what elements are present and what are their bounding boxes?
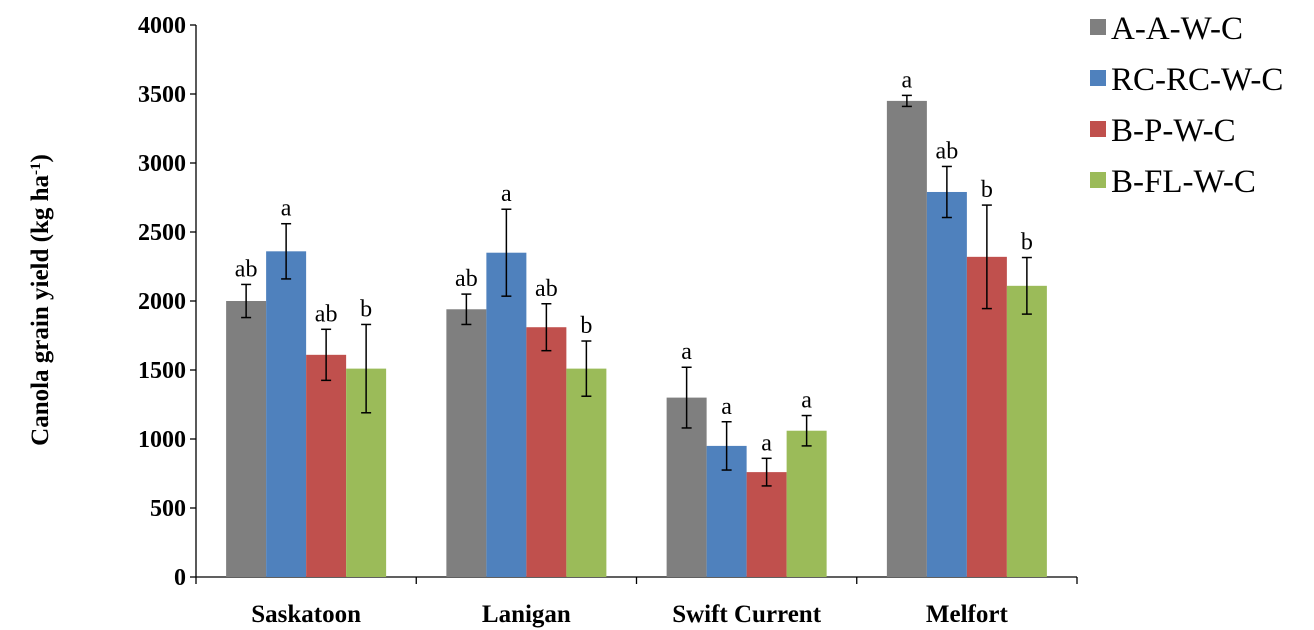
x-category-label: Swift Current	[672, 601, 822, 628]
y-tick-label: 0	[174, 565, 186, 591]
bar	[966, 256, 1007, 577]
y-axis-label: Canola grain yield (kg ha-1)	[27, 154, 54, 446]
significance-letter: ab	[535, 276, 558, 302]
legend-swatch	[1090, 121, 1106, 137]
legend-label: B-FL-W-C	[1111, 164, 1256, 200]
y-tick-label: 2000	[138, 289, 186, 315]
y-tick-label: 3500	[138, 82, 186, 108]
bar	[886, 100, 927, 578]
significance-letter: ab	[315, 301, 338, 327]
x-category-label: Saskatoon	[251, 601, 361, 628]
significance-letter: b	[981, 177, 993, 203]
bar	[786, 430, 827, 577]
y-tick-label: 2500	[138, 220, 186, 246]
significance-letter: b	[580, 313, 592, 339]
y-tick-label: 4000	[138, 13, 186, 39]
significance-letter: a	[801, 388, 812, 414]
bar	[1006, 285, 1047, 577]
bar	[266, 251, 307, 577]
legend-label: A-A-W-C	[1111, 11, 1243, 47]
legend-swatch	[1090, 172, 1106, 188]
x-category-label: Melfort	[926, 601, 1009, 628]
bar	[926, 191, 967, 578]
bar	[226, 301, 267, 577]
significance-letter: ab	[936, 138, 959, 164]
x-category-label: Lanigan	[482, 601, 571, 628]
legend-label: RC-RC-W-C	[1111, 62, 1283, 98]
significance-letter: a	[902, 67, 913, 93]
y-tick-label: 3000	[138, 151, 186, 177]
y-tick-label: 1000	[138, 427, 186, 453]
y-axis-title: Canola grain yield (kg ha-1)	[27, 154, 54, 446]
significance-letter: a	[281, 196, 292, 222]
bar	[526, 327, 567, 577]
significance-letter: a	[681, 339, 692, 365]
significance-letter: ab	[235, 256, 258, 282]
significance-letter: b	[360, 296, 372, 322]
legend: A-A-W-C RC-RC-W-C B-P-W-C B-FL-W-C	[1090, 11, 1283, 200]
y-tick-label: 1500	[138, 358, 186, 384]
legend-label: B-P-W-C	[1111, 113, 1236, 149]
y-tick-label: 500	[150, 496, 186, 522]
significance-letter: b	[1021, 230, 1033, 256]
significance-letter: a	[721, 394, 732, 420]
significance-letter: a	[501, 181, 512, 207]
bar	[486, 252, 527, 577]
bar	[746, 472, 787, 577]
bar	[446, 309, 487, 577]
significance-letter: a	[761, 430, 772, 456]
bar	[306, 354, 347, 577]
legend-swatch	[1090, 19, 1106, 35]
legend-swatch	[1090, 70, 1106, 86]
bar	[566, 368, 607, 577]
significance-letter: ab	[455, 266, 478, 292]
